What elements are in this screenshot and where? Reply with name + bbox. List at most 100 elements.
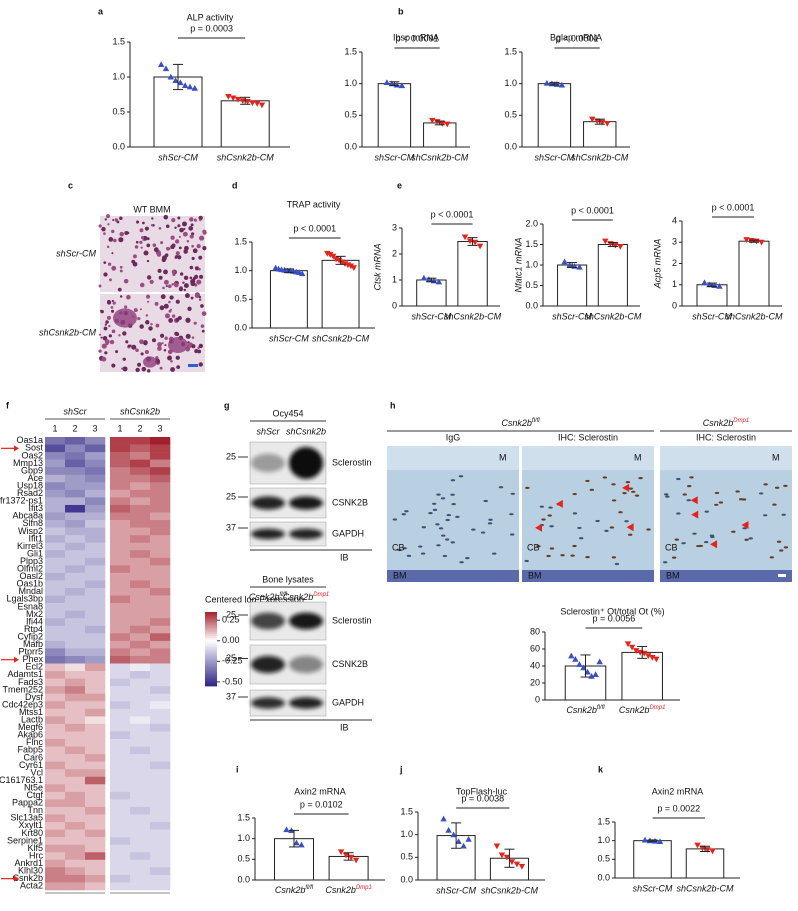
data-point (743, 237, 750, 243)
data-point (576, 661, 583, 667)
osteocyte (421, 526, 427, 529)
cell (119, 295, 123, 298)
heatmap-cell (130, 482, 151, 491)
cell (157, 342, 163, 347)
arrowhead-marker (690, 496, 698, 505)
osteocyte (696, 544, 701, 548)
heatmap-cell (150, 459, 171, 468)
cell (144, 350, 149, 355)
heatmap-cell (65, 633, 86, 642)
cell (168, 300, 171, 304)
osteocyte (428, 512, 433, 515)
heatmap-cell (45, 882, 66, 891)
cell (119, 269, 123, 273)
osteocyte (602, 476, 608, 479)
panel-letter: g (224, 400, 230, 410)
superscript: fl/fl (279, 592, 287, 598)
osteocyte (714, 503, 719, 506)
cell (199, 219, 202, 222)
cell (126, 294, 131, 300)
heatmap-cell (110, 580, 131, 589)
heatmap-cell (130, 542, 151, 551)
gene-label: Klhl30 (18, 866, 43, 876)
superscript: Dmp1 (313, 592, 329, 598)
data-point (594, 118, 601, 125)
data-point (283, 826, 290, 833)
osteocyte (646, 528, 651, 531)
osteoclast (113, 308, 137, 328)
heatmap-cell (65, 535, 86, 543)
osteocyte (769, 556, 775, 559)
gene-label: Mx2 (26, 609, 43, 619)
cell (170, 235, 175, 240)
heatmap-cell (45, 550, 66, 559)
osteocyte (664, 493, 669, 496)
heatmap-cell (85, 444, 106, 453)
heatmap-cell (150, 603, 171, 611)
cell (117, 287, 122, 292)
osteocyte (611, 499, 617, 502)
gene-label: Megf6 (18, 722, 43, 732)
osteocyte (577, 526, 582, 530)
cell (187, 306, 192, 311)
heatmap-cell (110, 852, 131, 861)
colorbar-step (205, 628, 217, 631)
arrowhead-marker (691, 510, 699, 519)
cell (104, 218, 107, 221)
osteoclast (168, 337, 188, 353)
cell (104, 323, 107, 326)
heatmap-cell (150, 739, 171, 747)
colorbar-step (205, 652, 217, 655)
cell (150, 322, 153, 326)
heatmap-cell (150, 618, 171, 627)
gene-label: Oas1a (16, 435, 43, 445)
colorbar-step (205, 637, 217, 641)
panel-letter: b (398, 6, 404, 16)
heatmap-cell (65, 822, 86, 830)
heatmap-cell (45, 603, 66, 611)
cell (152, 243, 157, 247)
osteocyte (450, 541, 455, 544)
osteocyte (459, 561, 464, 564)
cell (119, 265, 123, 269)
cell (167, 284, 172, 289)
osteocyte (524, 559, 529, 563)
heatmap-cell (85, 859, 106, 868)
x-tick-label: shScr-CM (269, 333, 309, 343)
osteocyte (744, 538, 749, 541)
cell (146, 243, 151, 248)
cell (177, 216, 181, 220)
heatmap-cell (150, 663, 171, 672)
heatmap-cell (130, 437, 151, 445)
y-tick-label: 3 (672, 237, 677, 247)
y-tick-label: 80 (530, 626, 540, 636)
heatmap-cell (45, 761, 66, 770)
cell (160, 241, 164, 245)
osteocyte (611, 556, 617, 559)
heatmap-cell (110, 739, 131, 747)
osteocyte (742, 527, 747, 530)
osteocyte (662, 561, 668, 564)
cell (170, 367, 176, 372)
data-point (602, 238, 609, 245)
chart-title: Axin2 mRNA (652, 786, 704, 796)
data-point (460, 842, 467, 849)
cell (110, 305, 114, 309)
heatmap-cell (150, 716, 171, 725)
gene-label: AC161763.1 (0, 775, 43, 785)
cell (108, 334, 112, 338)
data-point (239, 98, 246, 104)
mw-label: 25 (226, 451, 236, 461)
osteocyte (432, 502, 437, 505)
data-point (699, 845, 706, 852)
osteocyte (763, 483, 768, 486)
heatmap-cell (65, 610, 86, 619)
heatmap-cell (150, 829, 171, 838)
bar (583, 121, 617, 148)
marrow (660, 570, 792, 582)
heatmap-cell (65, 467, 86, 476)
superscript: Dmp1 (356, 885, 372, 891)
cell (124, 305, 128, 309)
data-point (624, 641, 632, 648)
